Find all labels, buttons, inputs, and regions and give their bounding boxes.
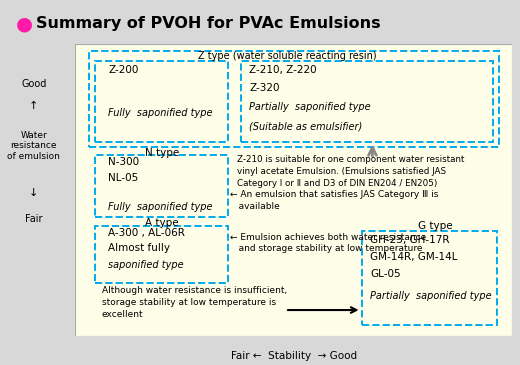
Text: GL-05: GL-05 bbox=[370, 269, 401, 279]
Text: ●: ● bbox=[16, 14, 33, 33]
FancyBboxPatch shape bbox=[241, 61, 492, 142]
Text: ↓: ↓ bbox=[29, 188, 38, 199]
Text: N-300: N-300 bbox=[108, 157, 139, 167]
Text: Fully  saponified type: Fully saponified type bbox=[108, 108, 213, 118]
Text: Good: Good bbox=[21, 79, 46, 89]
FancyBboxPatch shape bbox=[75, 44, 512, 336]
Text: (Suitable as emulsifier): (Suitable as emulsifier) bbox=[249, 121, 362, 131]
Text: Summary of PVOH for PVAc Emulsions: Summary of PVOH for PVAc Emulsions bbox=[36, 16, 381, 31]
Text: ↑: ↑ bbox=[29, 101, 38, 111]
FancyBboxPatch shape bbox=[88, 51, 499, 147]
Text: Z-210 is suitable for one component water resistant
vinyl acetate Emulsion. (Emu: Z-210 is suitable for one component wate… bbox=[237, 155, 464, 188]
Text: ← An emulsion that satisfies JAS Category Ⅲ is
   available: ← An emulsion that satisfies JAS Categor… bbox=[230, 190, 439, 211]
Text: GH-23, GH-17R: GH-23, GH-17R bbox=[370, 235, 450, 245]
Text: A type: A type bbox=[145, 218, 179, 228]
Text: Fully  saponified type: Fully saponified type bbox=[108, 202, 213, 212]
FancyBboxPatch shape bbox=[95, 155, 228, 217]
Text: A-300 , AL-06R: A-300 , AL-06R bbox=[108, 228, 185, 238]
Text: NL-05: NL-05 bbox=[108, 173, 138, 183]
Text: saponified type: saponified type bbox=[108, 260, 184, 270]
Text: N type: N type bbox=[145, 148, 179, 158]
FancyBboxPatch shape bbox=[95, 61, 228, 142]
Text: Water
resistance
of emulsion: Water resistance of emulsion bbox=[7, 131, 60, 161]
Text: ← Emulsion achieves both water resistance
   and storage stability at low temper: ← Emulsion achieves both water resistanc… bbox=[230, 233, 427, 253]
Text: Z-320: Z-320 bbox=[249, 84, 280, 93]
Text: Although water resistance is insufficient,
storage stability at low temperature : Although water resistance is insufficien… bbox=[101, 286, 287, 319]
Text: Partially  saponified type: Partially saponified type bbox=[370, 291, 492, 301]
Text: Fair: Fair bbox=[25, 214, 43, 224]
Text: Z type (water soluble reacting resin): Z type (water soluble reacting resin) bbox=[198, 51, 376, 61]
FancyBboxPatch shape bbox=[95, 226, 228, 283]
FancyBboxPatch shape bbox=[361, 231, 497, 326]
Text: Fair ←  Stability  → Good: Fair ← Stability → Good bbox=[231, 351, 357, 361]
Text: GM-14R, GM-14L: GM-14R, GM-14L bbox=[370, 252, 458, 262]
Text: Partially  saponified type: Partially saponified type bbox=[249, 102, 371, 112]
Text: Z-200: Z-200 bbox=[108, 65, 138, 74]
Text: Z-210, Z-220: Z-210, Z-220 bbox=[249, 65, 317, 74]
Text: Almost fully: Almost fully bbox=[108, 243, 170, 253]
Text: G type: G type bbox=[418, 221, 453, 231]
